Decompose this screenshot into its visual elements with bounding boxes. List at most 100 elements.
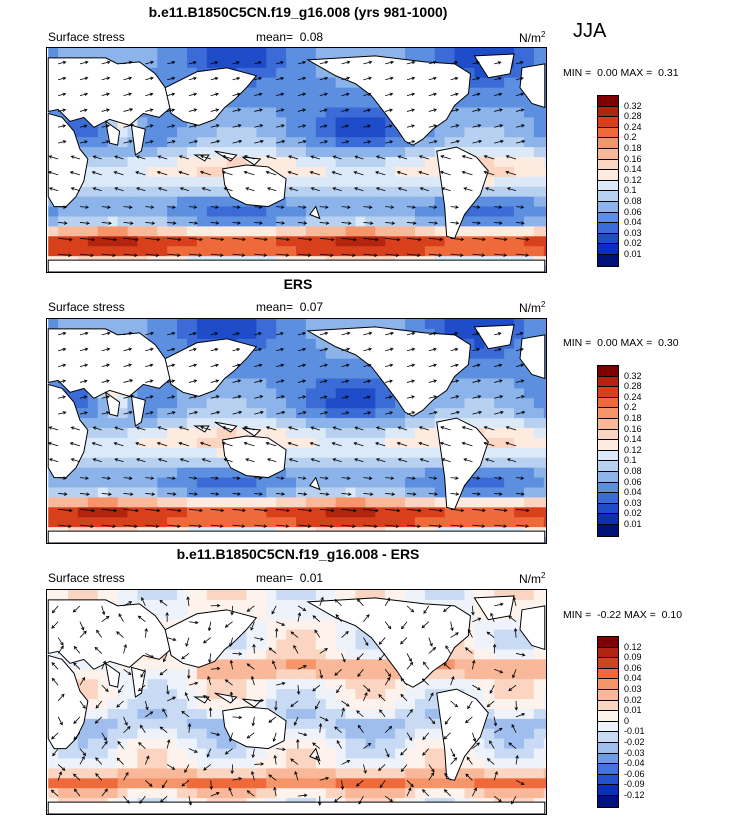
field-cell: [464, 246, 475, 257]
mean-label: mean=: [256, 300, 294, 314]
field-cell: [305, 477, 317, 488]
units-exponent: 2: [541, 571, 546, 580]
field-cell: [533, 48, 545, 59]
field-cell: [266, 689, 277, 700]
field-cell: [523, 467, 535, 479]
field-cell: [177, 206, 188, 217]
field-cell: [286, 679, 297, 690]
field-cell: [335, 358, 347, 370]
field-cell: [464, 127, 475, 138]
field-cell: [256, 599, 267, 611]
field-cell: [494, 176, 505, 188]
field-cell: [177, 388, 188, 399]
field-cell: [414, 487, 426, 498]
wind-vector: [396, 441, 408, 447]
wind-vector: [136, 187, 146, 192]
wind-vector: [331, 441, 342, 447]
field-cell: [216, 659, 228, 670]
field-cell: [127, 428, 138, 439]
land-mass: [164, 338, 258, 397]
field-cell: [157, 166, 168, 178]
wind-vector: [512, 596, 517, 606]
field-cell: [177, 679, 188, 690]
colorbar-label: 0.14: [624, 164, 642, 175]
field-cell: [444, 778, 456, 789]
field-cell: [117, 236, 129, 247]
field-cell: [206, 497, 218, 508]
wind-vector: [159, 599, 168, 607]
land-mass: [306, 597, 471, 688]
field-cell: [206, 176, 218, 188]
wind-vector: [297, 411, 307, 415]
field-cell: [296, 477, 307, 488]
field-cell: [236, 127, 247, 138]
wind-vector: [494, 602, 504, 607]
wind-vector: [385, 363, 394, 368]
wind-vector: [145, 476, 155, 480]
field-cell: [533, 699, 545, 710]
field-cell: [355, 236, 366, 247]
field-cell: [137, 699, 148, 710]
wind-vector: [243, 425, 255, 431]
field-cell: [504, 659, 515, 670]
wind-vector: [363, 637, 369, 647]
field-cell: [375, 388, 386, 399]
panel-2-units: N/m2: [519, 300, 545, 315]
colorbar-swatch: [598, 764, 618, 775]
field-cell: [266, 67, 277, 79]
wind-vector: [271, 605, 277, 615]
wind-vector: [483, 441, 495, 447]
field-cell: [454, 226, 465, 237]
wind-vector: [178, 170, 190, 176]
field-cell: [256, 368, 267, 379]
wind-vector: [356, 710, 364, 718]
field-cell: [494, 467, 505, 479]
field-cell: [414, 517, 426, 528]
field-cell: [236, 319, 247, 330]
field-cell: [533, 378, 545, 389]
field-cell: [504, 477, 515, 488]
field-cell: [286, 166, 297, 178]
wind-vector: [406, 395, 415, 399]
field-cell: [504, 768, 515, 779]
wind-vector: [341, 331, 351, 336]
field-cell: [325, 738, 337, 750]
field-cell: [325, 117, 337, 128]
field-cell: [305, 176, 317, 188]
wind-vector: [439, 441, 451, 447]
wind-vector: [406, 205, 416, 209]
field-cell: [167, 77, 178, 89]
field-cell: [464, 107, 475, 118]
field-cell: [296, 497, 307, 508]
field-cell: [177, 497, 188, 508]
field-cell: [375, 649, 386, 660]
wind-vector: [465, 773, 473, 781]
field-cell: [127, 216, 138, 227]
field-cell: [77, 758, 89, 769]
field-cell: [385, 758, 396, 769]
field-cell: [127, 487, 138, 498]
field-cell: [276, 338, 287, 350]
field-cell: [345, 679, 356, 690]
field-cell: [375, 507, 386, 518]
wind-vector: [516, 492, 525, 496]
field-cell: [286, 196, 297, 208]
field-cell: [355, 639, 366, 650]
wind-vector: [310, 426, 320, 431]
field-cell: [177, 418, 188, 429]
field-cell: [325, 788, 337, 799]
field-cell: [484, 398, 495, 409]
wind-vector: [443, 789, 451, 797]
field-cell: [335, 77, 347, 89]
field-cell: [523, 246, 535, 257]
field-cell: [315, 619, 327, 631]
field-cell: [454, 497, 465, 508]
field-cell: [256, 778, 267, 789]
field-cell: [414, 467, 426, 479]
field-cell: [137, 437, 148, 449]
field-cell: [167, 226, 178, 237]
field-cell: [246, 147, 257, 158]
field-cell: [424, 590, 436, 601]
field-cell: [434, 788, 446, 799]
wind-vector: [341, 92, 350, 97]
